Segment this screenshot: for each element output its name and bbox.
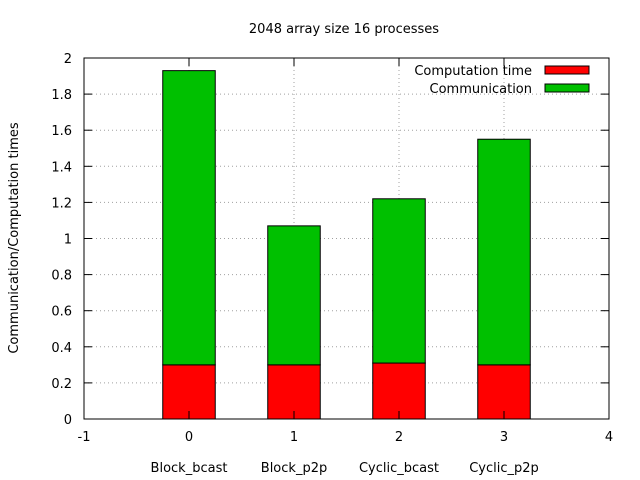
legend-label: Communication [430,82,532,97]
bar-segment [372,362,426,420]
legend-label: Computation time [414,64,532,79]
category-label: Block_p2p [261,461,327,476]
bar-segment [162,70,216,366]
bar-segment [162,364,216,420]
chart-title: 2048 array size 16 processes [249,22,439,37]
bar-segment [477,138,531,366]
legend-swatch [544,65,590,75]
y-tick-label: 1 [64,233,72,248]
y-tick-label: 0.2 [51,377,72,392]
x-tick-label: 3 [500,430,508,445]
legend: Computation time Communication [414,64,590,97]
x-tick-labels: -1 0 1 2 3 4 [78,430,614,445]
bar-segment [372,198,426,364]
category-label: Cyclic_bcast [359,461,439,476]
y-tick-labels: 0 0.2 0.4 0.6 0.8 1 1.2 1.4 1.6 1.8 2 [51,52,72,428]
bars [162,70,531,420]
y-tick-label: 1.8 [51,88,72,103]
y-tick-label: 0.6 [51,305,72,320]
legend-swatch [544,83,590,93]
category-labels: Block_bcast Block_p2p Cyclic_bcast Cyclic_p… [151,461,539,476]
y-tick-label: 0.4 [51,341,72,356]
y-axis-label: Communication/Computation times [7,122,22,353]
category-label: Cyclic_p2p [469,461,539,476]
x-tick-label: 2 [395,430,403,445]
x-tick-label: 1 [290,430,298,445]
category-label: Block_bcast [151,461,228,476]
y-tick-label: 2 [64,52,72,67]
y-tick-label: 1.6 [51,124,72,139]
y-tick-label: 1.4 [51,160,72,175]
bar-segment [477,364,531,420]
y-tick-label: 0.8 [51,269,72,284]
bar-segment [267,225,321,366]
x-tick-label: -1 [78,430,91,445]
y-tick-label: 0 [64,413,72,428]
axis-ticks [83,57,610,420]
x-tick-label: 4 [605,430,613,445]
bar-segment [267,364,321,420]
y-tick-label: 1.2 [51,196,72,211]
x-tick-label: 0 [185,430,193,445]
